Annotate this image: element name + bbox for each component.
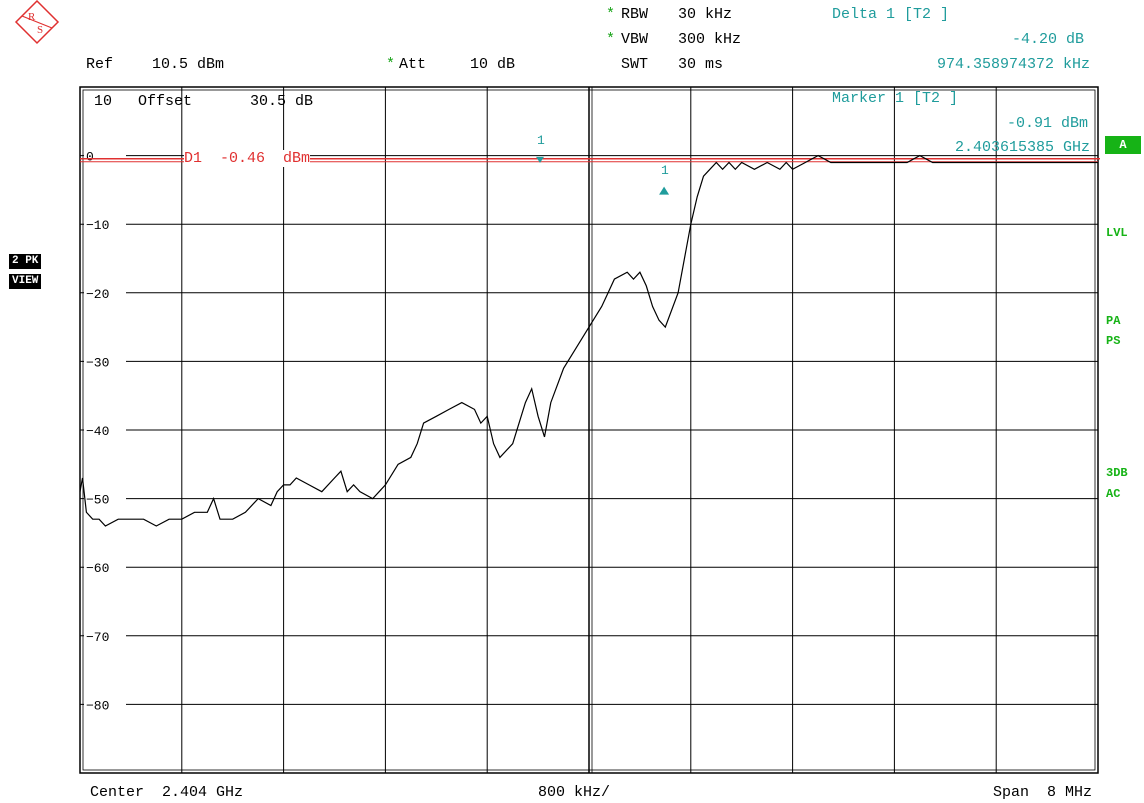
y-tick-label: −40 [86, 424, 109, 439]
offset-value: 30.5 dB [250, 93, 314, 110]
marker-title: Marker 1 [T2 ] [832, 90, 959, 107]
y-tick-label: −80 [86, 698, 109, 713]
trace-line [79, 154, 1098, 527]
y-tick-label: −70 [86, 630, 109, 645]
att-star: * [386, 56, 396, 73]
markers [536, 156, 670, 195]
y-tick-label: −10 [86, 218, 109, 233]
vbw-value: 300 kHz [678, 31, 742, 48]
display-line-label: D1 -0.46 dBm [184, 150, 311, 167]
swt-label: SWT [621, 56, 649, 73]
y-tick-bg [84, 422, 126, 437]
rbw-label: RBW [621, 6, 649, 23]
y-tick-bg [84, 284, 126, 300]
trace-mode-badge: 2 PK [9, 254, 42, 269]
y-tick-label: −60 [86, 561, 109, 576]
att-value: 10 dB [470, 56, 516, 73]
att-label: Att [399, 56, 427, 73]
per-division: 800 kHz/ [538, 784, 611, 801]
y-tick-bg [84, 353, 126, 369]
vbw-star: * [606, 31, 616, 48]
delta-title: Delta 1 [T2 ] [832, 6, 950, 23]
delta-marker-label: 1 [661, 163, 669, 178]
y-tick-label: −50 [86, 493, 109, 508]
view-badge: VIEW [9, 274, 42, 289]
delta-marker-triangle [659, 186, 670, 195]
y-tick-label: −30 [86, 355, 109, 370]
marker-1-triangle [536, 156, 545, 163]
ref-label: Ref [86, 56, 114, 73]
vbw-label: VBW [621, 31, 649, 48]
offset-label: Offset [138, 93, 193, 110]
svg-text:R: R [28, 11, 36, 23]
rohde-schwarz-logo: R S [14, 0, 60, 45]
swt-value: 30 ms [678, 56, 724, 73]
y-tick-bg [84, 627, 126, 643]
pa-indicator: PA [1106, 314, 1121, 328]
3db-indicator: 3DB [1106, 466, 1128, 480]
y-tick-bg [84, 490, 126, 506]
y-tick-bg [84, 696, 126, 712]
rbw-value: 30 kHz [678, 6, 733, 23]
marker-1-label: 1 [537, 133, 545, 148]
y-tick-bg [84, 216, 126, 232]
delta-frequency: 974.358974372 kHz [936, 56, 1090, 73]
svg-text:S: S [37, 24, 43, 36]
ac-indicator: AC [1106, 487, 1121, 501]
lvl-indicator: LVL [1106, 226, 1128, 240]
plot-grid [79, 86, 1099, 774]
y-tick-label: 0 [86, 150, 94, 165]
marker-frequency: 2.403615385 GHz [954, 139, 1090, 156]
center-frequency: Center 2.404 GHz [90, 784, 244, 801]
y-tick-bg [84, 559, 126, 575]
y-tick-label: −20 [86, 287, 109, 302]
delta-level: -4.20 dB [1011, 31, 1084, 48]
y-axis-labels: 0 −10 −20 −30 −40 −50 −60 −70 −80 [84, 147, 126, 713]
marker-level: -0.91 dBm [1006, 115, 1088, 132]
trace-a-indicator: A [1105, 136, 1141, 154]
scale-div-label: 10 [94, 93, 113, 110]
span-label: Span 8 MHz [992, 784, 1092, 801]
rbw-star: * [606, 6, 616, 23]
ref-value: 10.5 dBm [152, 56, 225, 73]
ps-indicator: PS [1106, 334, 1121, 348]
